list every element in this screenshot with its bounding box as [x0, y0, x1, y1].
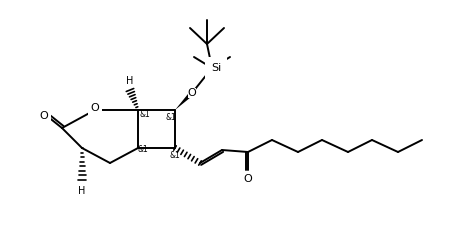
- Text: O: O: [40, 111, 49, 121]
- Text: &1: &1: [170, 151, 181, 160]
- Text: &1: &1: [138, 146, 149, 155]
- Text: O: O: [243, 174, 252, 184]
- Text: O: O: [91, 103, 99, 113]
- Text: &1: &1: [140, 109, 151, 118]
- Polygon shape: [175, 91, 194, 110]
- Text: H: H: [79, 186, 85, 196]
- Text: O: O: [188, 88, 196, 98]
- Text: &1: &1: [165, 113, 176, 122]
- Text: H: H: [126, 76, 134, 86]
- Text: Si: Si: [211, 63, 221, 73]
